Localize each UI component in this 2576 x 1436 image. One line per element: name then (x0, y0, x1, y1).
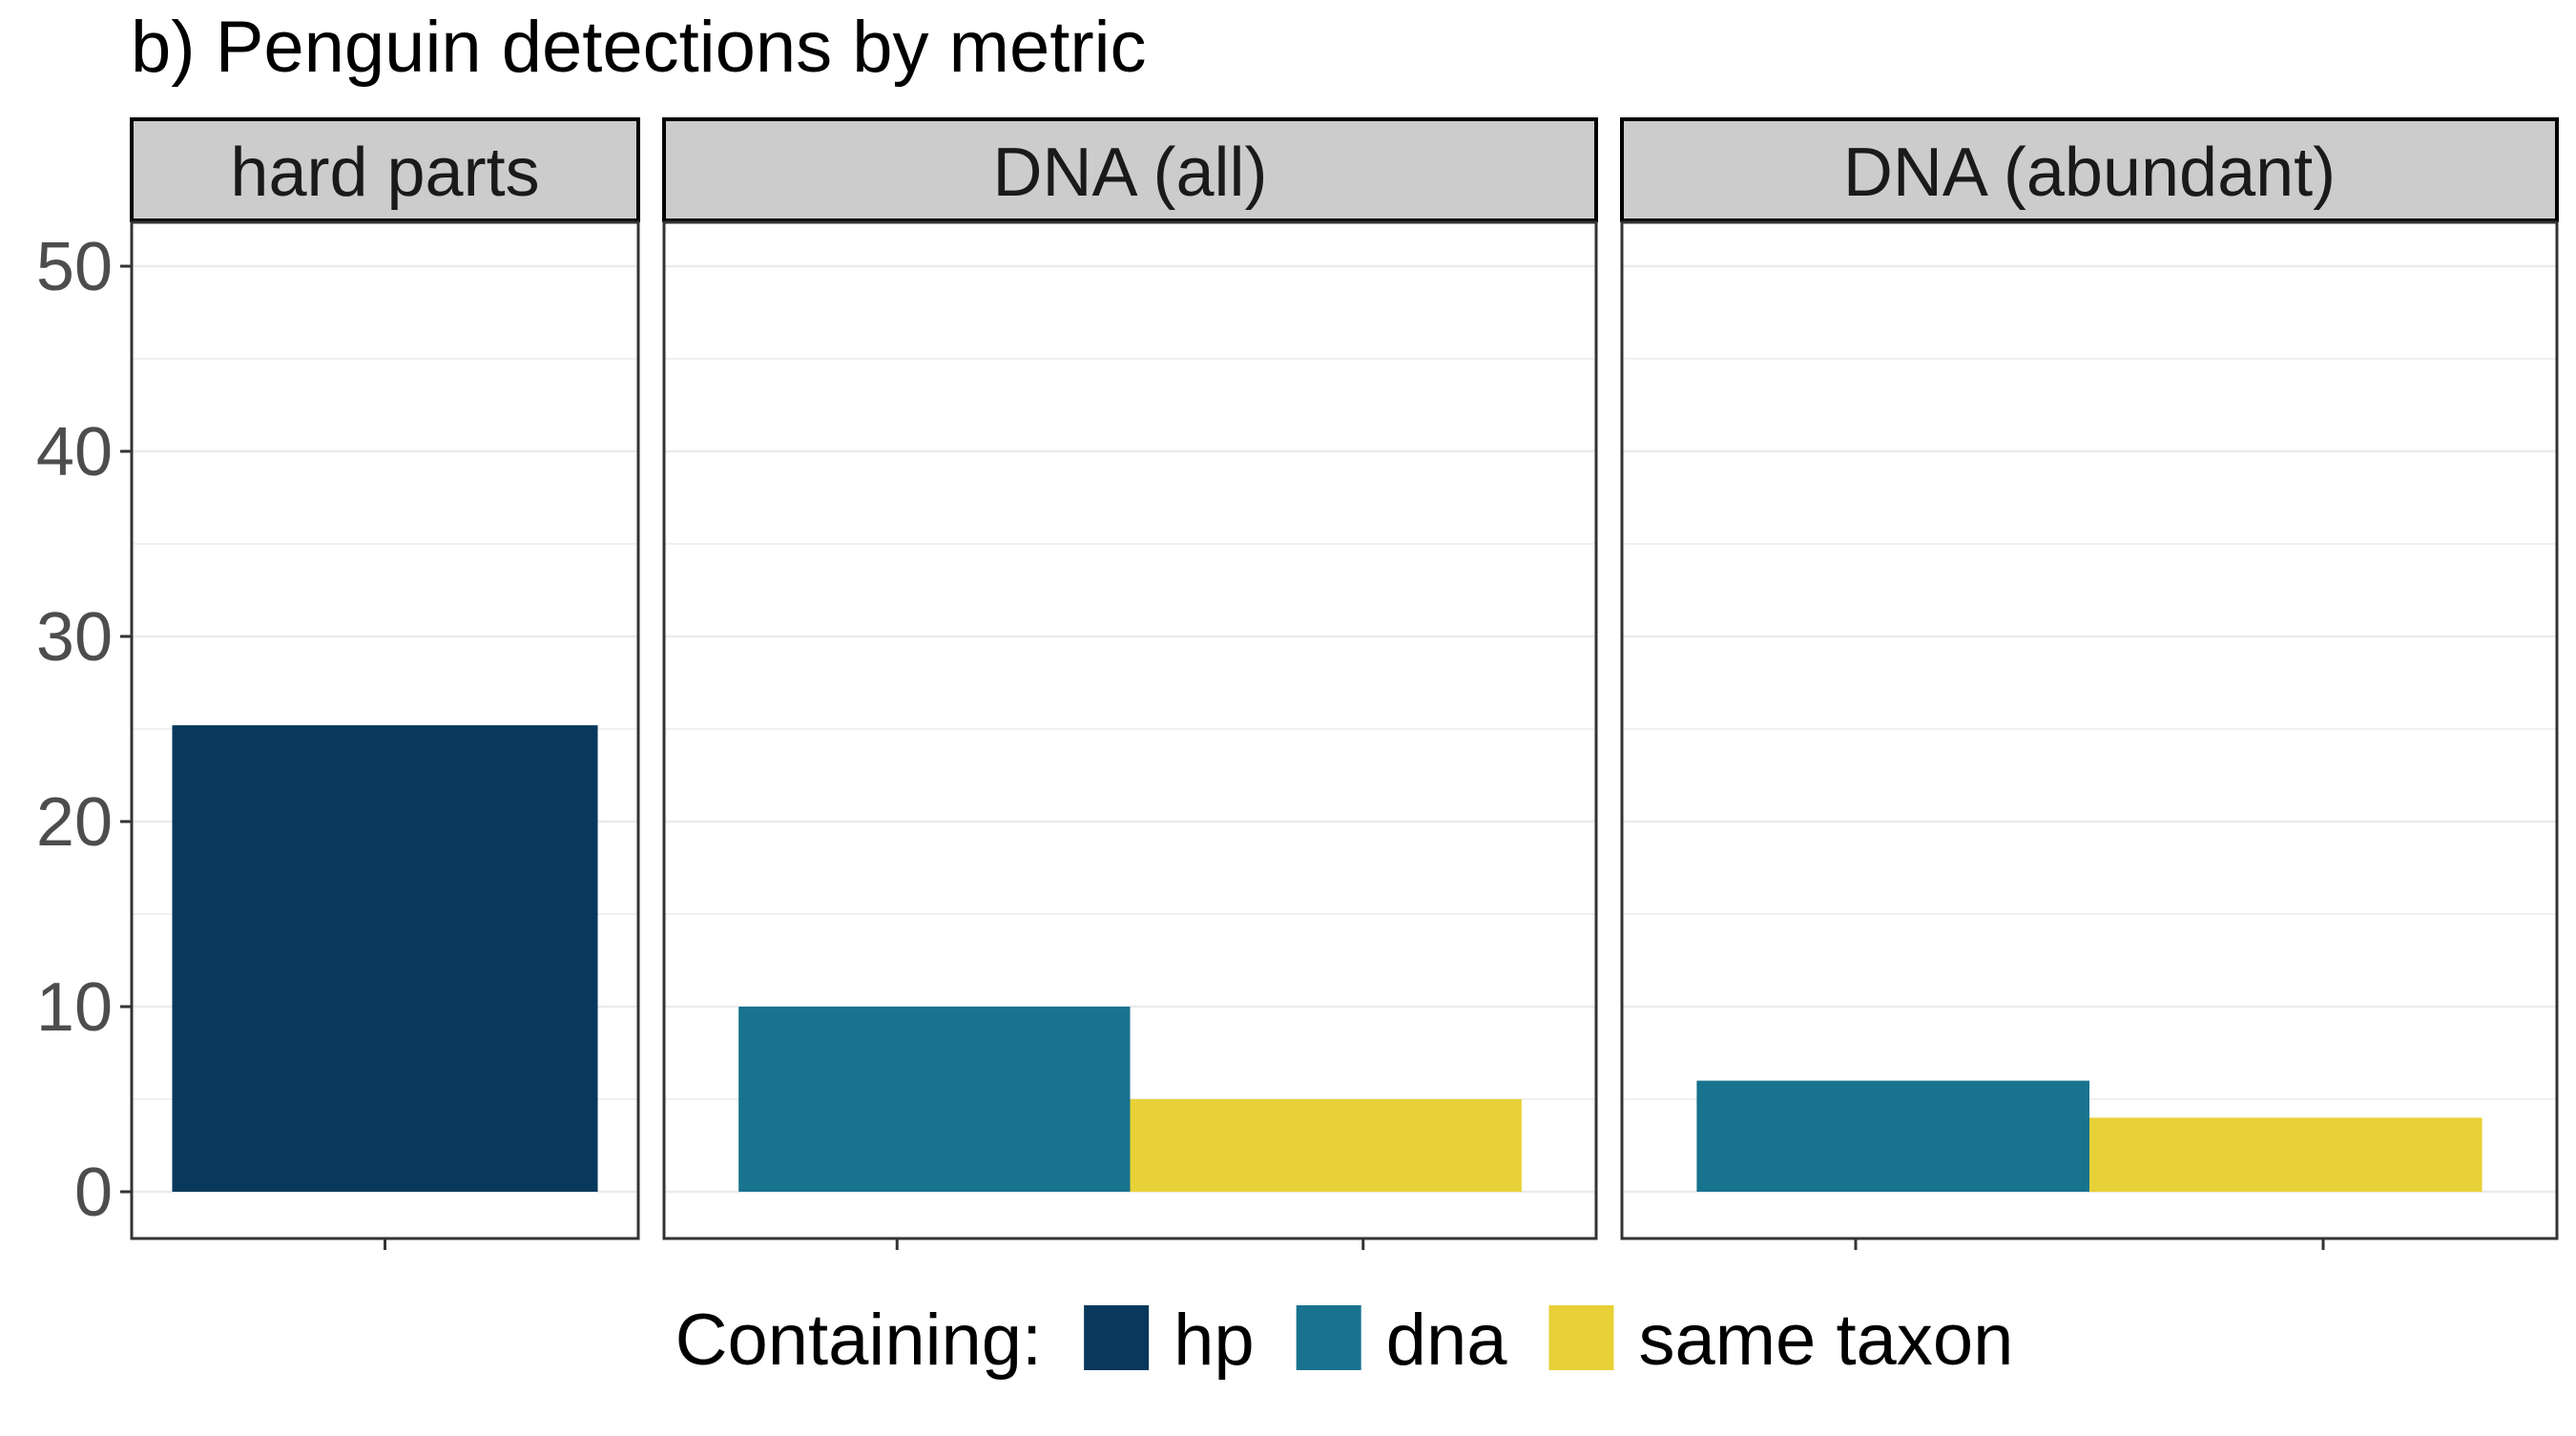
facet-strip-label: DNA (abundant) (1843, 135, 2336, 211)
bar-same-taxon (1130, 1099, 1522, 1192)
panel-border (130, 220, 640, 1240)
legend-label: same taxon (1638, 1300, 2013, 1381)
legend-label: dna (1386, 1300, 1508, 1381)
y-tick-label: 40 (36, 414, 113, 490)
y-tick-label: 0 (74, 1155, 113, 1231)
facet-strip (1620, 117, 2559, 222)
bar-same-taxon (2089, 1117, 2483, 1192)
legend-key-dna (1296, 1305, 1361, 1370)
y-tick-label: 50 (36, 229, 113, 305)
bar-dna (1696, 1080, 2089, 1192)
facet-panel: DNA (abundant) (1620, 117, 2559, 1250)
panel-border (662, 220, 1598, 1240)
facet-strip (130, 117, 640, 222)
y-tick-label: 10 (36, 969, 113, 1046)
legend-key-same-taxon (1548, 1305, 1614, 1370)
legend-key-hp (1084, 1305, 1150, 1370)
facet-panel: hard parts (130, 117, 640, 1250)
y-tick-label: 30 (36, 599, 113, 676)
facet-strip-label: hard parts (230, 135, 539, 211)
legend-title: Containing: (675, 1300, 1043, 1381)
bar-hp (172, 725, 598, 1192)
panel-border (1620, 220, 2559, 1240)
facet-strip-label: DNA (all) (992, 135, 1267, 211)
panels: hard parts DNA (all) DNA (abundant) (130, 117, 2559, 1250)
chart-title: b) Penguin detections by metric (131, 7, 1147, 88)
y-axis: 0 10 20 30 40 50 (36, 229, 132, 1231)
facet-strip (662, 117, 1598, 222)
panel-background (1622, 222, 2557, 1238)
facet-panel: DNA (all) (662, 117, 1598, 1250)
legend: Containing: hp dna same taxon (675, 1300, 2014, 1381)
bar-dna (738, 1007, 1131, 1192)
legend-label: hp (1174, 1300, 1255, 1381)
y-tick-label: 20 (36, 784, 113, 861)
